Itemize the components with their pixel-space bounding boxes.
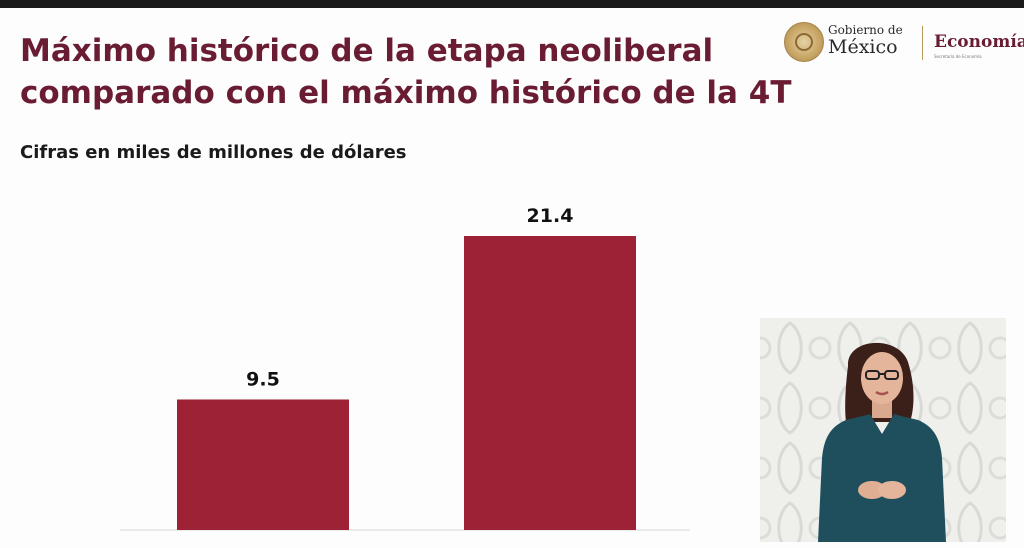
sign-language-interpreter-panel (760, 318, 1006, 542)
top-bar (0, 0, 1024, 8)
sign-language-interpreter-icon (760, 318, 1006, 542)
bar-chart: 9.5 21.4 (120, 205, 690, 531)
title-line-2: comparado con el máximo histórico de la … (20, 75, 792, 111)
bar-1 (177, 399, 349, 530)
logo-divider (922, 26, 923, 60)
logo-gobierno-de: Gobierno de (828, 23, 903, 37)
logo-economia: Economía (934, 32, 1024, 52)
bar-value-label-1: 9.5 (246, 368, 280, 390)
logo-mexico: México (828, 36, 898, 58)
coat-of-arms-icon (784, 22, 824, 62)
title-line-1: Máximo histórico de la etapa neoliberal (20, 33, 714, 69)
bar-value-label-2: 21.4 (527, 205, 574, 227)
slide-title: Máximo histórico de la etapa neoliberal … (20, 30, 792, 114)
logo-economia-sub: Secretaría de Economía (934, 54, 982, 59)
chart-subtitle: Cifras en miles de millones de dólares (20, 142, 407, 163)
bar-2 (464, 236, 636, 530)
gobierno-economia-logo: Gobierno de México Economía Secretaría d… (784, 20, 1024, 68)
